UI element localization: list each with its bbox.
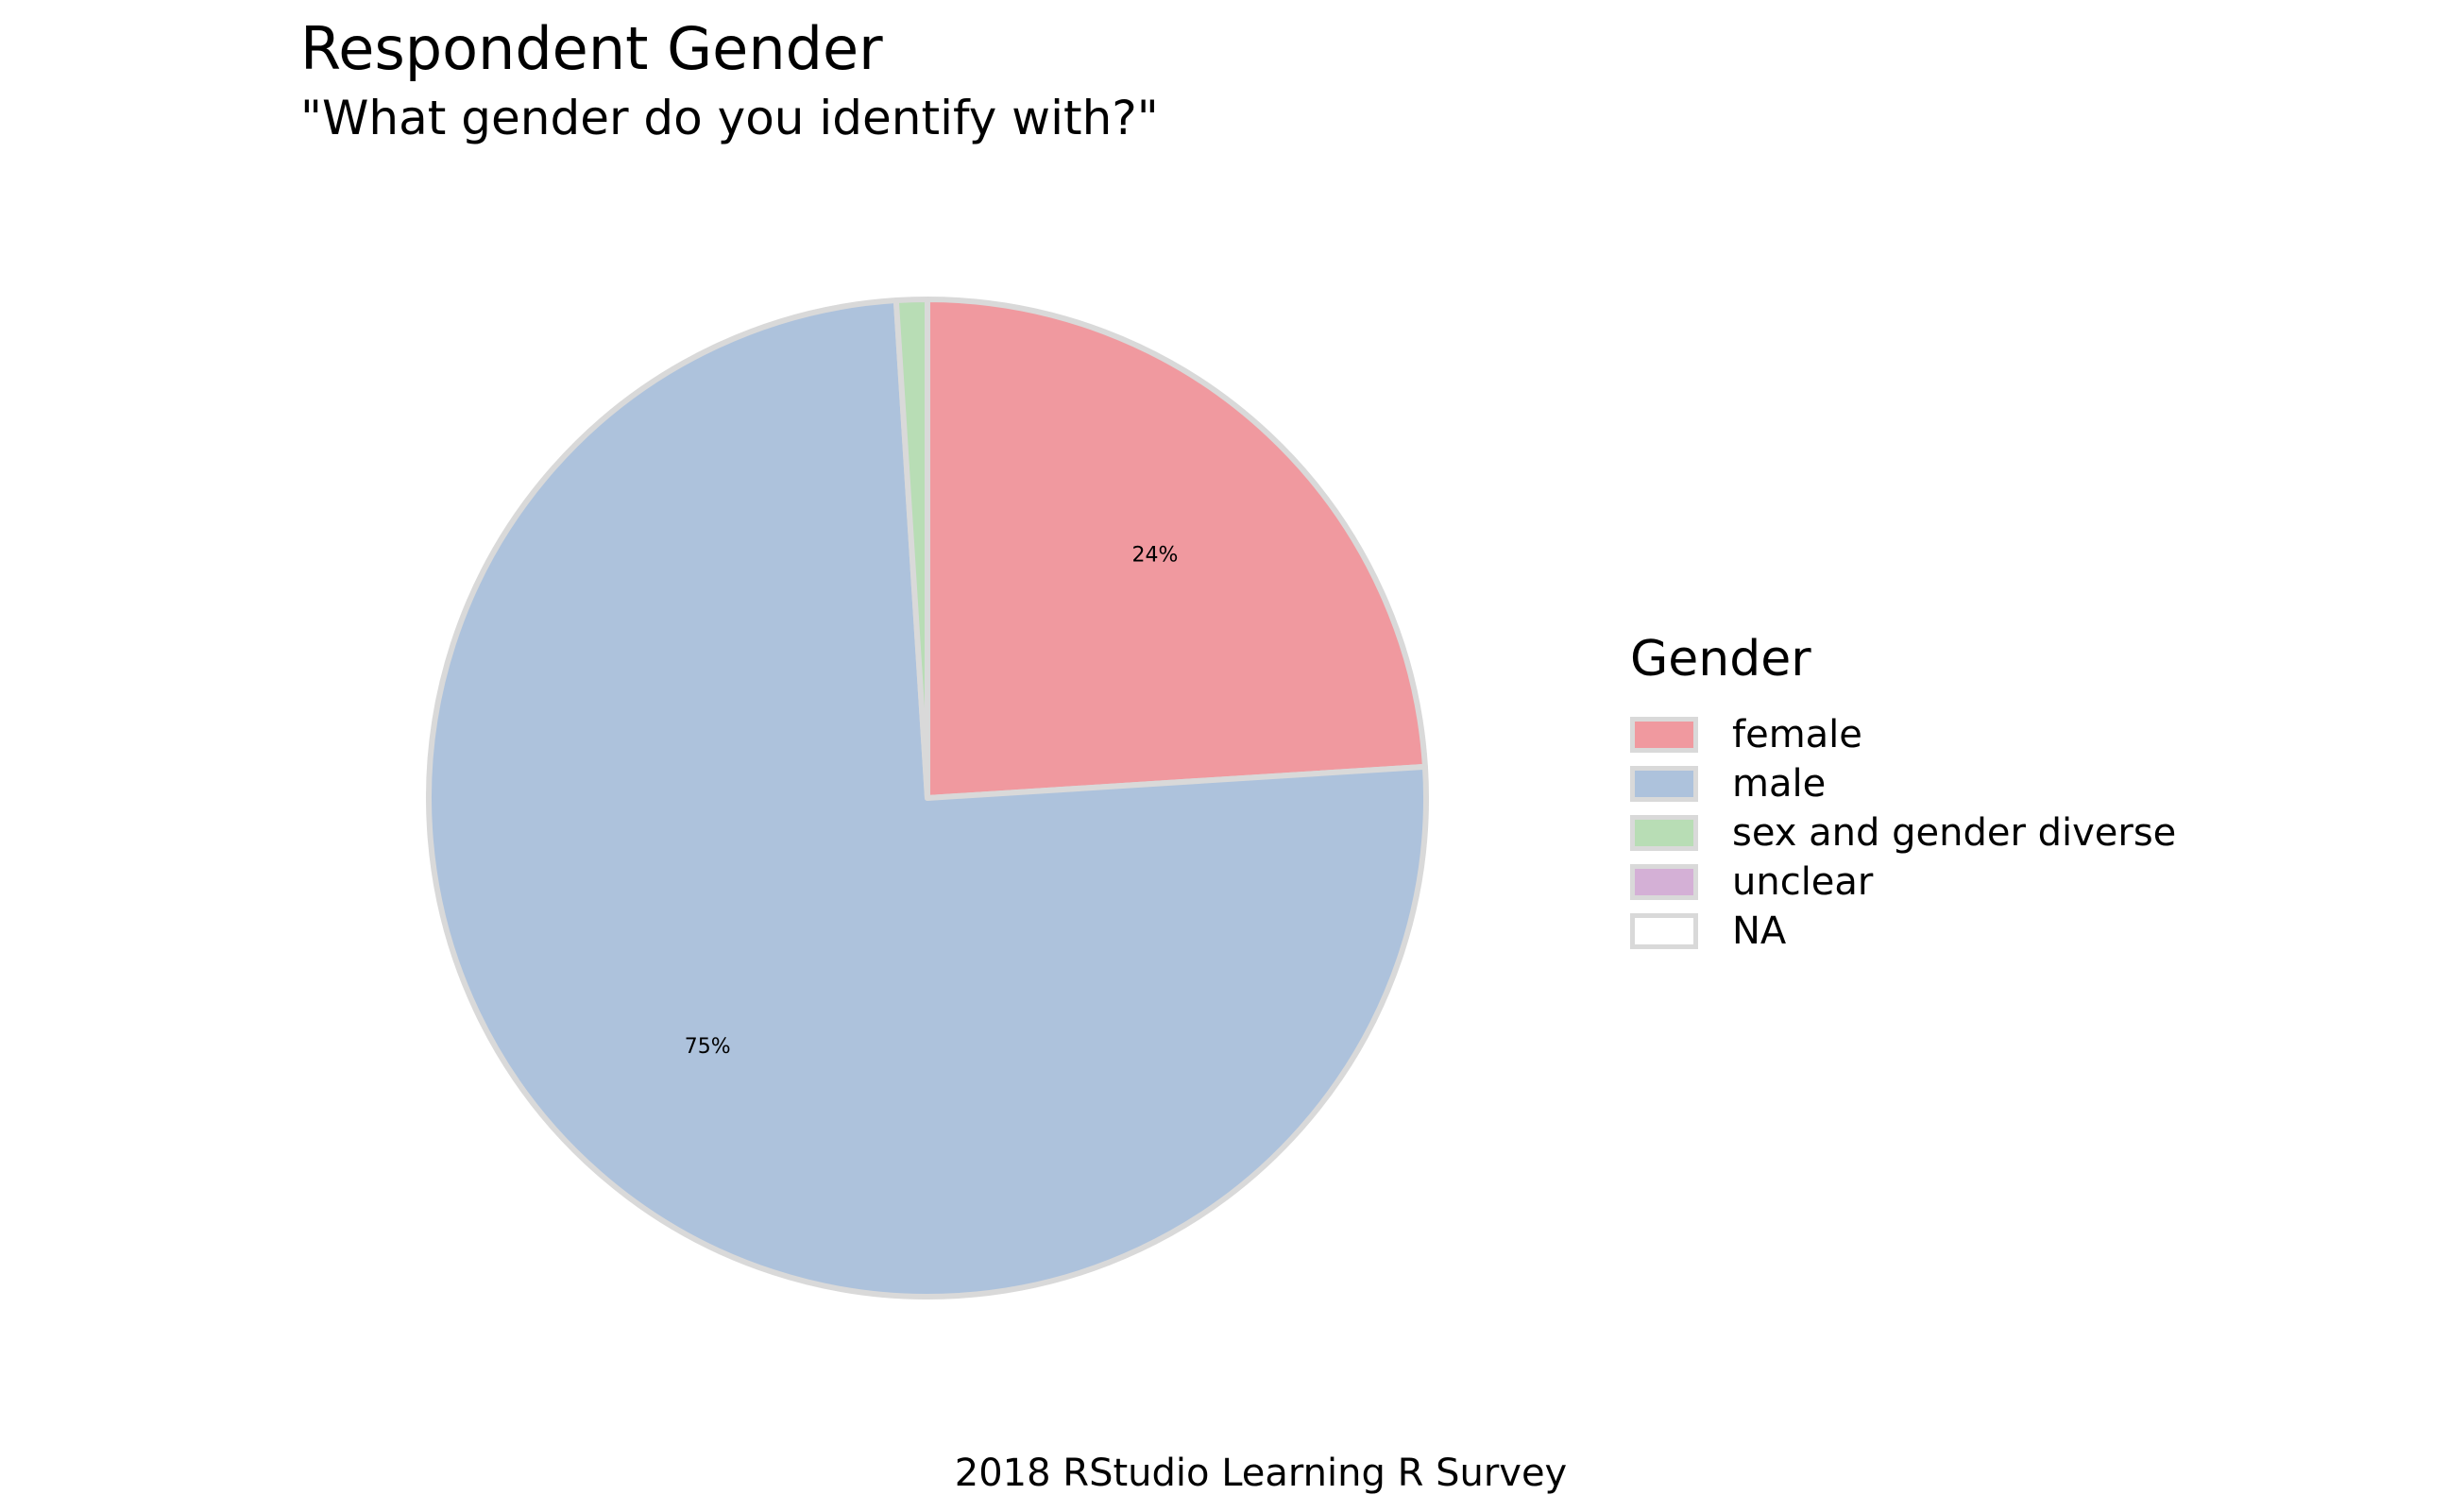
legend-item-male: male xyxy=(1630,759,2176,808)
legend-label-male: male xyxy=(1732,762,1827,806)
legend-label-unclear: unclear xyxy=(1732,860,1874,904)
chart-caption: 2018 RStudio Learning R Survey xyxy=(954,1452,1568,1495)
legend-item-unclear: unclear xyxy=(1630,858,2176,907)
legend-swatch-sex-and-gender-diverse xyxy=(1630,815,1698,851)
pie-label-female: 24% xyxy=(1132,543,1179,567)
legend-item-sex-and-gender-diverse: sex and gender diverse xyxy=(1630,808,2176,858)
legend-swatch-unclear xyxy=(1630,864,1698,900)
legend-title: Gender xyxy=(1630,631,1811,688)
legend-swatch-male xyxy=(1630,766,1698,802)
pie-slice-sex-and-gender-diverse xyxy=(892,297,930,801)
legend-label-sex-and-gender-diverse: sex and gender diverse xyxy=(1732,811,2177,855)
legend-label-na: NA xyxy=(1732,909,1787,953)
legend: female male sex and gender diverse unclear N… xyxy=(1630,710,2176,956)
legend-swatch-female xyxy=(1630,717,1698,753)
legend-item-female: female xyxy=(1630,710,2176,759)
chart-title: Respondent Gender xyxy=(300,14,883,83)
pie-label-male: 75% xyxy=(685,1035,731,1059)
legend-label-female: female xyxy=(1732,713,1862,756)
legend-item-na: NA xyxy=(1630,907,2176,956)
pie-slice-female xyxy=(925,297,1428,801)
chart-subtitle: "What gender do you identify with?" xyxy=(300,91,1159,145)
legend-swatch-na xyxy=(1630,913,1698,949)
